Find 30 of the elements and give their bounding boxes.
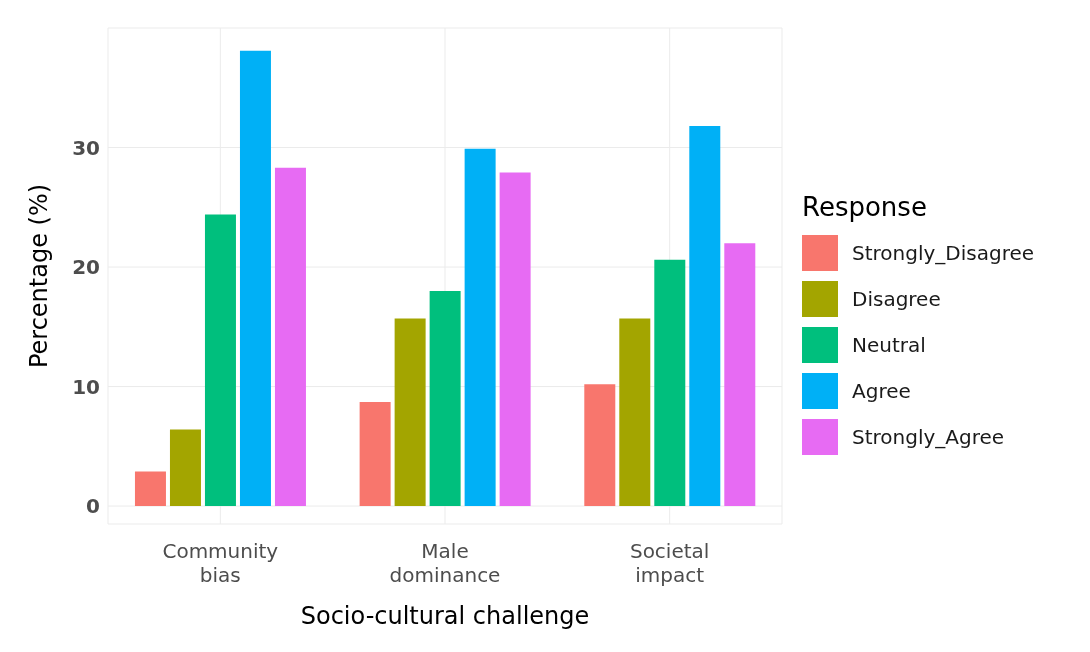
bar — [274, 167, 306, 507]
bar — [134, 471, 166, 507]
x-axis-title: Socio-cultural challenge — [300, 602, 590, 630]
bar — [619, 318, 651, 507]
legend-label: Neutral — [852, 333, 926, 357]
bar — [359, 402, 391, 507]
x-tick-label: Male dominance — [389, 539, 501, 587]
y-axis-title: Percentage (%) — [24, 183, 53, 369]
x-tick-label: Community bias — [162, 539, 279, 587]
bar — [464, 148, 496, 507]
x-tick-label: Societal impact — [629, 539, 710, 587]
legend-label: Agree — [852, 379, 911, 403]
bar — [584, 384, 616, 507]
bar — [429, 290, 461, 507]
legend-label: Strongly_Agree — [852, 425, 1005, 449]
y-tick-label: 20 — [72, 255, 100, 280]
bar — [204, 214, 236, 507]
legend-label: Strongly_Disagree — [852, 241, 1035, 265]
bar — [654, 259, 686, 507]
legend-label: Disagree — [852, 287, 941, 311]
bar — [689, 126, 721, 507]
y-tick-label: 30 — [72, 135, 100, 160]
bar — [239, 50, 271, 507]
legend-title: Response — [802, 192, 928, 222]
bar — [169, 429, 201, 507]
bar — [394, 318, 426, 507]
y-tick-label: 10 — [72, 374, 100, 399]
bar — [724, 243, 756, 507]
bar — [499, 172, 531, 507]
y-tick-label: 0 — [86, 494, 100, 519]
